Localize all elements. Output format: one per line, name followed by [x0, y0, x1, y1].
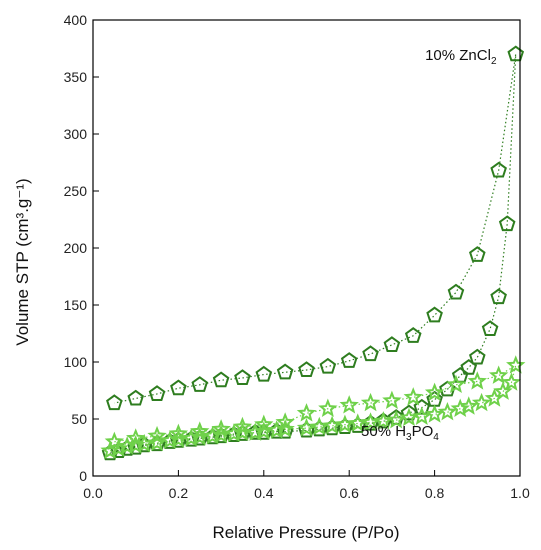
pentagon-point	[447, 283, 465, 300]
star-point	[211, 419, 231, 438]
annotation-h3po4: 50% H3PO4	[361, 423, 439, 443]
y-tick-label: 50	[71, 411, 87, 427]
axes-layer: 0.0 0.2 0.4 0.6 0.8 1.0 0 50 100 150 200 250 300 350 4…	[64, 12, 530, 501]
annotation-subscript: 3	[406, 432, 412, 443]
annotation-subscript: 4	[433, 432, 439, 443]
y-axis-title: Volume STP (cm³.g⁻¹)	[13, 178, 32, 345]
series-h3po4	[100, 355, 526, 460]
star-point	[382, 390, 402, 410]
star-point	[412, 406, 432, 425]
star-point	[275, 419, 295, 438]
star-point	[424, 382, 445, 402]
pentagon-point	[106, 394, 123, 411]
star-point	[190, 421, 210, 440]
pentagon-point	[383, 336, 401, 352]
pentagon-point	[170, 379, 187, 396]
pentagon-point	[468, 246, 486, 262]
star-point	[399, 407, 419, 427]
star-point	[446, 374, 466, 394]
pentagon-point	[490, 161, 507, 178]
y-tick-label: 250	[64, 183, 88, 199]
y-tick-label: 300	[64, 126, 88, 142]
star-point	[488, 365, 509, 384]
star-point	[501, 372, 522, 391]
pentagon-point	[212, 371, 230, 388]
x-tick-label: 1.0	[510, 485, 530, 501]
y-tick-label: 100	[64, 354, 88, 370]
x-tick-label: 0.4	[254, 485, 274, 501]
annotation-zncl2: 10% ZnCl2	[425, 47, 497, 67]
star-point	[147, 425, 167, 445]
star-point	[506, 355, 526, 374]
x-axis-title: Relative Pressure (P/Po)	[212, 523, 399, 542]
star-point	[104, 431, 125, 451]
star-point	[424, 404, 445, 423]
x-tick-label: 0.8	[425, 485, 445, 501]
pentagon-point	[191, 376, 209, 392]
annotation-text: PO	[412, 423, 434, 440]
star-point	[126, 428, 146, 447]
pentagon-point	[127, 389, 145, 406]
pentagon-point	[319, 357, 337, 374]
x-tick-label: 0.0	[83, 485, 103, 501]
annotation-text: 10% ZnCl	[425, 47, 491, 64]
x-tick-label: 0.6	[339, 485, 359, 501]
pentagon-point	[507, 45, 525, 62]
pentagon-point	[490, 288, 507, 305]
pentagon-point	[426, 306, 443, 323]
annotation-subscript: 2	[491, 56, 497, 67]
star-point	[437, 401, 458, 421]
pentagon-point	[340, 352, 358, 368]
star-point	[168, 423, 189, 443]
pentagon-point	[234, 369, 251, 386]
pentagon-point	[468, 348, 486, 365]
series-layer	[100, 45, 526, 461]
pentagon-point	[276, 363, 294, 380]
star-point	[467, 371, 487, 390]
pentagon-point	[460, 358, 478, 375]
star-point	[254, 414, 274, 433]
star-point	[471, 392, 492, 412]
star-point	[232, 416, 253, 436]
y-tick-label: 200	[64, 240, 88, 256]
pentagon-point	[481, 320, 499, 337]
star-point	[318, 398, 338, 417]
star-point	[386, 409, 406, 429]
y-tick-label: 350	[64, 69, 88, 85]
pentagon-point	[498, 215, 516, 232]
y-tick-label: 0	[79, 468, 87, 484]
star-point	[147, 432, 167, 452]
annotation-layer: 10% ZnCl2 50% H3PO4	[361, 47, 497, 443]
y-tick-label: 400	[64, 12, 88, 28]
series-line	[109, 54, 517, 454]
pentagon-point	[148, 385, 166, 401]
pentagon-point	[400, 404, 418, 421]
pentagon-point	[298, 361, 315, 378]
star-point	[126, 435, 146, 454]
pentagon-point	[255, 365, 273, 382]
star-point	[493, 381, 513, 400]
pentagon-point	[362, 345, 379, 362]
y-tick-label: 150	[64, 297, 88, 313]
pentagon-point	[404, 327, 422, 343]
annotation-text: 50% H	[361, 423, 406, 440]
star-point	[339, 395, 359, 414]
x-tick-label: 0.2	[169, 485, 189, 501]
pentagon-point	[413, 398, 431, 415]
star-point	[275, 412, 295, 431]
star-point	[403, 387, 423, 406]
star-point	[360, 392, 381, 412]
star-point	[459, 396, 479, 415]
series-zncl2	[101, 45, 525, 461]
star-point	[296, 403, 317, 422]
